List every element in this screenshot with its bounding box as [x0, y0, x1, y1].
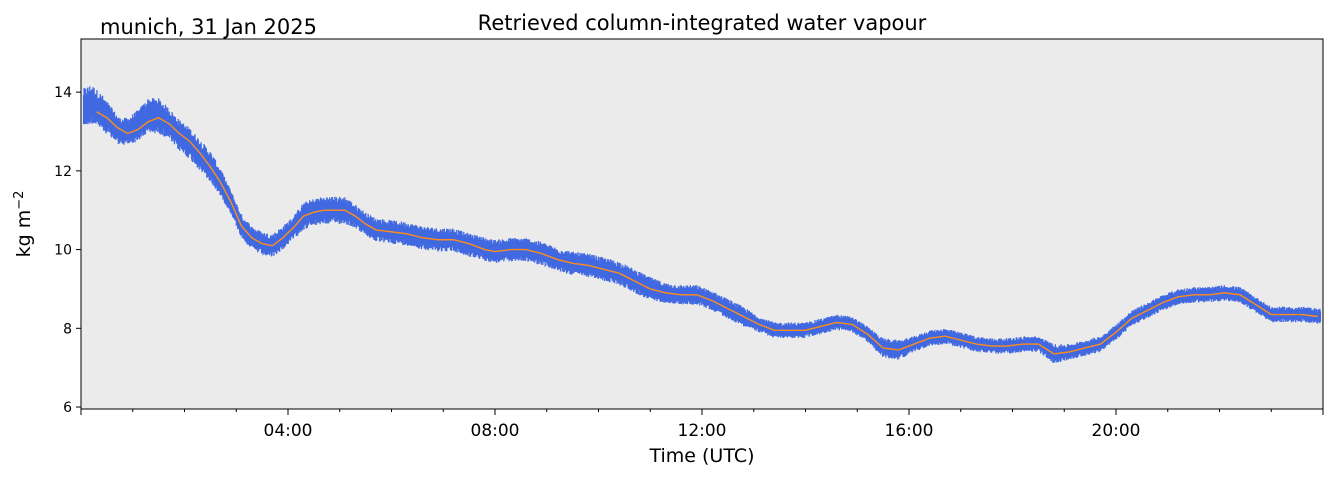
plot-background: [81, 39, 1323, 409]
y-axis-title-exponent: −2: [12, 191, 27, 210]
y-tick-label: 6: [63, 400, 72, 416]
x-tick-label: 12:00: [678, 421, 727, 441]
x-tick-label: 08:00: [471, 421, 520, 441]
y-tick-label: 10: [54, 243, 72, 259]
y-tick-label: 12: [54, 164, 72, 180]
x-tick-label: 20:00: [1092, 421, 1141, 441]
x-tick-label: 04:00: [264, 421, 313, 441]
chart-subtitle: munich, 31 Jan 2025: [100, 15, 317, 39]
chart-title: Retrieved column-integrated water vapour: [478, 11, 927, 35]
x-axis-title: Time (UTC): [648, 445, 754, 467]
y-axis: 6 8 10 12 14: [54, 85, 81, 416]
y-tick-label: 8: [63, 321, 72, 337]
smoothed-line: [96, 111, 1318, 355]
y-axis-title: kg m−2: [12, 191, 35, 258]
smoothed-line-series: [96, 111, 1318, 355]
x-axis: 04:00 08:00 12:00 16:00 20:00: [80, 409, 1324, 441]
x-tick-label: 16:00: [885, 421, 934, 441]
y-tick-label: 14: [54, 85, 72, 101]
y-axis-title-base: kg m: [13, 210, 35, 258]
